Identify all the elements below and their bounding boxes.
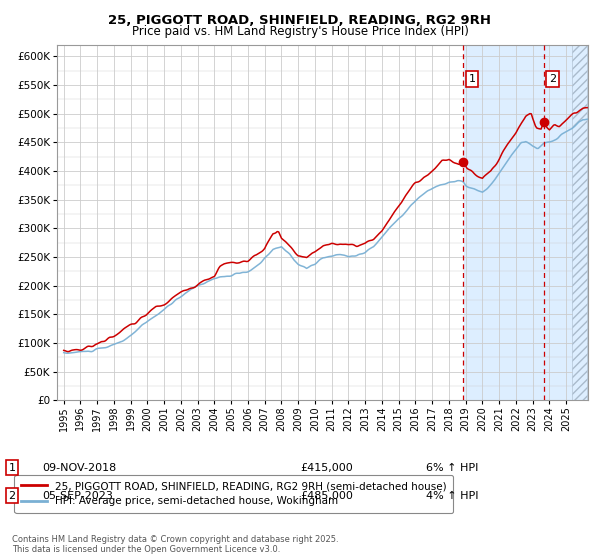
Text: 1: 1	[8, 463, 16, 473]
Text: 2: 2	[549, 74, 556, 84]
Text: Contains HM Land Registry data © Crown copyright and database right 2025.
This d: Contains HM Land Registry data © Crown c…	[12, 535, 338, 554]
Text: 4% ↑ HPI: 4% ↑ HPI	[426, 491, 479, 501]
Text: 2: 2	[8, 491, 16, 501]
Text: Price paid vs. HM Land Registry's House Price Index (HPI): Price paid vs. HM Land Registry's House …	[131, 25, 469, 38]
Text: 05-SEP-2023: 05-SEP-2023	[42, 491, 113, 501]
Text: 1: 1	[469, 74, 475, 84]
Legend: 25, PIGGOTT ROAD, SHINFIELD, READING, RG2 9RH (semi-detached house), HPI: Averag: 25, PIGGOTT ROAD, SHINFIELD, READING, RG…	[14, 475, 453, 512]
Text: £485,000: £485,000	[300, 491, 353, 501]
Text: 09-NOV-2018: 09-NOV-2018	[42, 463, 116, 473]
Text: 25, PIGGOTT ROAD, SHINFIELD, READING, RG2 9RH: 25, PIGGOTT ROAD, SHINFIELD, READING, RG…	[109, 14, 491, 27]
Text: 6% ↑ HPI: 6% ↑ HPI	[426, 463, 478, 473]
Text: £415,000: £415,000	[300, 463, 353, 473]
